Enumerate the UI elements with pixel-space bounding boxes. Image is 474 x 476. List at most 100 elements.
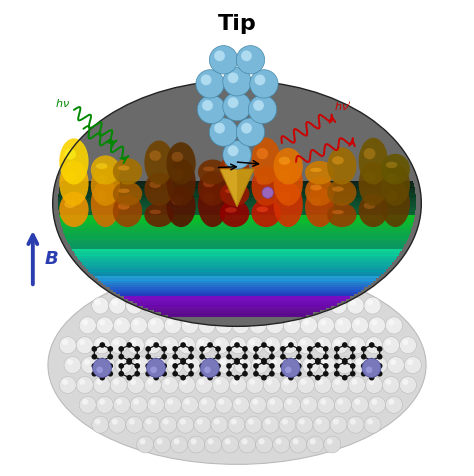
Ellipse shape xyxy=(59,161,89,207)
Circle shape xyxy=(156,280,163,286)
Bar xyxy=(98,278,376,281)
Circle shape xyxy=(377,371,383,377)
Circle shape xyxy=(305,359,311,366)
Ellipse shape xyxy=(225,189,237,194)
Circle shape xyxy=(265,300,271,306)
Circle shape xyxy=(118,354,124,360)
Circle shape xyxy=(207,342,213,348)
Circle shape xyxy=(342,342,347,348)
Circle shape xyxy=(92,416,109,433)
Circle shape xyxy=(269,347,275,352)
Circle shape xyxy=(113,397,130,414)
Ellipse shape xyxy=(220,200,249,228)
Bar xyxy=(60,183,414,186)
Bar xyxy=(117,292,357,295)
Circle shape xyxy=(377,347,383,352)
Circle shape xyxy=(150,399,156,405)
Circle shape xyxy=(223,141,251,169)
Circle shape xyxy=(217,357,234,374)
Circle shape xyxy=(249,339,255,346)
Circle shape xyxy=(201,75,211,86)
Circle shape xyxy=(327,280,333,286)
Circle shape xyxy=(404,357,421,374)
Circle shape xyxy=(135,359,141,366)
Circle shape xyxy=(253,354,259,360)
Circle shape xyxy=(183,357,200,374)
Circle shape xyxy=(146,419,152,425)
Circle shape xyxy=(364,298,381,315)
Circle shape xyxy=(146,359,165,377)
Circle shape xyxy=(280,371,286,377)
Circle shape xyxy=(337,320,343,326)
Ellipse shape xyxy=(198,172,227,207)
Ellipse shape xyxy=(364,149,375,160)
Circle shape xyxy=(283,397,301,414)
Bar xyxy=(59,190,415,193)
Circle shape xyxy=(261,342,267,348)
Circle shape xyxy=(208,438,214,445)
Ellipse shape xyxy=(252,139,281,185)
Ellipse shape xyxy=(273,149,303,185)
Bar xyxy=(72,249,402,252)
Ellipse shape xyxy=(279,171,290,182)
Circle shape xyxy=(195,337,212,354)
Ellipse shape xyxy=(96,191,108,202)
Circle shape xyxy=(385,339,392,346)
Circle shape xyxy=(218,399,224,405)
Bar xyxy=(161,313,313,315)
Ellipse shape xyxy=(305,188,334,228)
Circle shape xyxy=(93,337,110,354)
Circle shape xyxy=(232,397,249,414)
Circle shape xyxy=(388,399,394,405)
Circle shape xyxy=(140,280,146,286)
Circle shape xyxy=(171,436,188,453)
Circle shape xyxy=(160,298,177,315)
Bar xyxy=(71,247,403,249)
Bar xyxy=(61,222,413,224)
Circle shape xyxy=(327,438,333,445)
Circle shape xyxy=(154,278,171,295)
Bar xyxy=(59,192,415,195)
Circle shape xyxy=(252,399,258,405)
Ellipse shape xyxy=(332,187,344,192)
Circle shape xyxy=(290,278,307,295)
Circle shape xyxy=(252,320,258,326)
Circle shape xyxy=(154,358,159,364)
Circle shape xyxy=(171,278,188,295)
Circle shape xyxy=(197,96,226,124)
Circle shape xyxy=(214,51,225,62)
Circle shape xyxy=(307,347,313,352)
Circle shape xyxy=(330,416,347,433)
Circle shape xyxy=(347,298,364,315)
Ellipse shape xyxy=(203,167,215,172)
Circle shape xyxy=(223,93,251,121)
Circle shape xyxy=(239,436,255,453)
Bar xyxy=(62,227,412,229)
Circle shape xyxy=(259,280,264,286)
Circle shape xyxy=(314,377,331,394)
Circle shape xyxy=(402,379,409,385)
Circle shape xyxy=(161,354,167,360)
Circle shape xyxy=(351,317,368,334)
Circle shape xyxy=(350,300,356,306)
Ellipse shape xyxy=(145,173,173,207)
Circle shape xyxy=(127,358,132,364)
Ellipse shape xyxy=(203,193,215,203)
Circle shape xyxy=(91,371,97,377)
Circle shape xyxy=(154,342,159,348)
Circle shape xyxy=(215,347,221,352)
Ellipse shape xyxy=(359,162,388,207)
Circle shape xyxy=(194,416,211,433)
Bar xyxy=(84,265,390,268)
Ellipse shape xyxy=(198,160,227,185)
Ellipse shape xyxy=(113,159,142,185)
Circle shape xyxy=(135,354,140,360)
Bar xyxy=(67,240,407,243)
Circle shape xyxy=(199,363,205,369)
Circle shape xyxy=(269,354,275,360)
Circle shape xyxy=(232,379,238,385)
Circle shape xyxy=(280,347,286,352)
Circle shape xyxy=(198,317,215,334)
Circle shape xyxy=(201,359,219,377)
Circle shape xyxy=(95,300,101,306)
